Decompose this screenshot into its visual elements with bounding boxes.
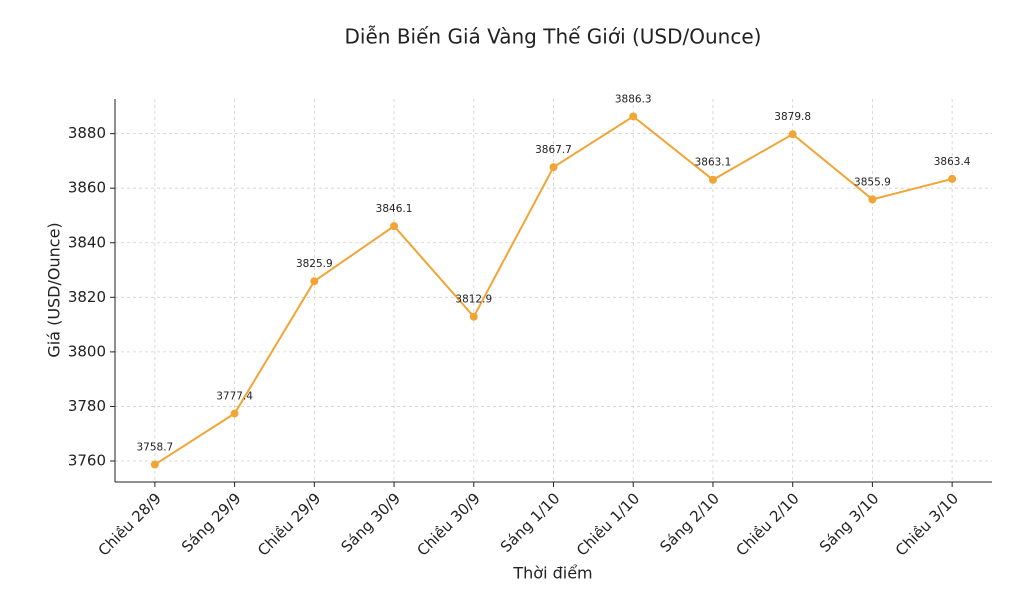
point — [788, 130, 797, 139]
value-label: 3758.7 — [136, 442, 173, 454]
value-label: 3863.1 — [695, 157, 732, 169]
value-label: 3846.1 — [376, 203, 413, 215]
value-label: 3825.9 — [296, 258, 333, 270]
point — [708, 175, 717, 184]
x-tick-label: Chiều 3/10 — [892, 489, 962, 559]
y-tick-label: 3780 — [68, 397, 106, 415]
point — [469, 312, 478, 321]
point — [150, 460, 159, 469]
x-tick-label: Chiều 28/9 — [95, 489, 165, 559]
value-label: 3867.7 — [535, 144, 572, 156]
point — [549, 163, 558, 172]
y-tick-label: 3800 — [68, 342, 106, 360]
y-axis-label: Giá (USD/Ounce) — [45, 222, 64, 357]
point — [230, 409, 239, 418]
x-tick-label: Sáng 3/10 — [816, 489, 883, 556]
y-tick-label: 3820 — [68, 288, 106, 306]
value-label: 3777.4 — [216, 391, 253, 403]
point — [310, 277, 319, 286]
x-tick-label: Chiều 1/10 — [573, 489, 643, 559]
value-label: 3855.9 — [854, 176, 891, 188]
x-tick-label: Sáng 29/9 — [178, 489, 245, 556]
point — [390, 222, 399, 231]
x-tick-label: Sáng 1/10 — [497, 489, 564, 556]
value-label: 3879.8 — [774, 111, 811, 123]
value-label: 3863.4 — [934, 156, 971, 168]
x-tick-label: Chiều 30/9 — [414, 489, 484, 559]
y-tick-label: 3860 — [68, 179, 106, 197]
x-tick-label: Chiều 2/10 — [732, 489, 802, 559]
x-tick-label: Chiều 29/9 — [254, 489, 324, 559]
x-axis-label: Thời điểm — [512, 564, 592, 583]
x-tick-label: Sáng 30/9 — [337, 489, 404, 556]
point — [868, 195, 877, 204]
y-tick-label: 3760 — [68, 451, 106, 469]
chart-title: Diễn Biến Giá Vàng Thế Giới (USD/Ounce) — [345, 25, 762, 49]
y-tick-label: 3880 — [68, 124, 106, 142]
value-label: 3812.9 — [455, 294, 492, 306]
point — [629, 112, 638, 121]
point — [948, 174, 957, 183]
x-tick-label: Sáng 2/10 — [656, 489, 723, 556]
y-tick-label: 3840 — [68, 233, 106, 251]
value-label: 3886.3 — [615, 93, 652, 105]
